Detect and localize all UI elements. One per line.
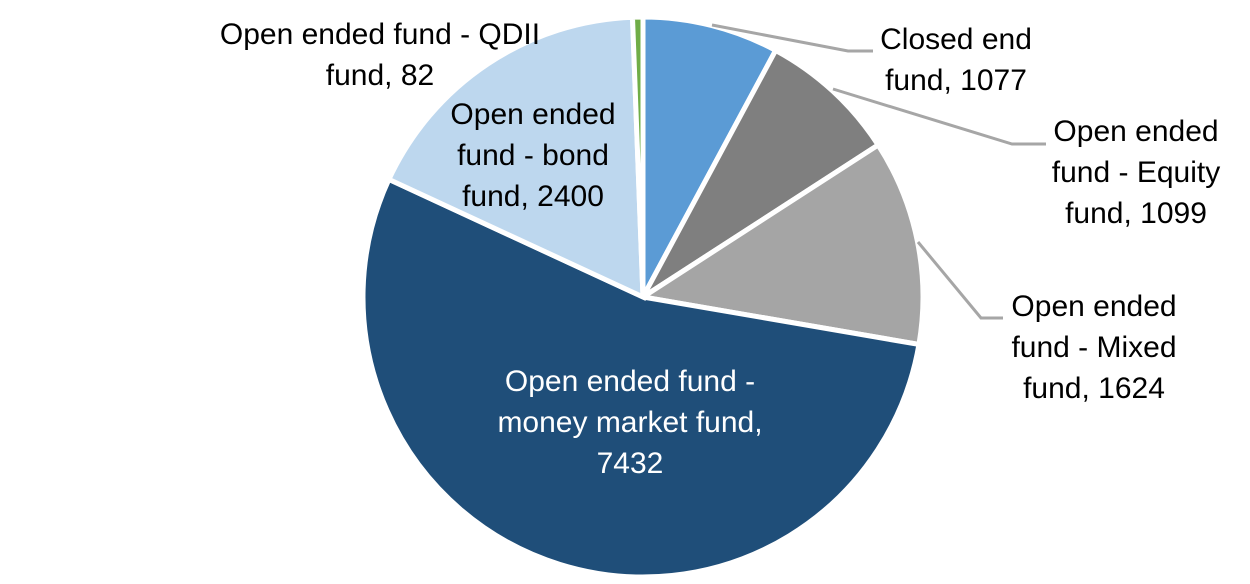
pie-label-line: Open ended <box>450 98 616 131</box>
pie-slice-open-ended-fund-equity <box>640 47 882 300</box>
pie-slice-closed-end-fund <box>640 14 780 299</box>
pie-label-line: fund, 1077 <box>885 64 1027 97</box>
pie-label-line: 7432 <box>596 447 664 480</box>
pie-label-open-ended-fund-mixed: Open ended fund - Mixed fund, 1624 <box>914 286 1250 409</box>
pie-slices-group <box>360 14 926 580</box>
pie-slice-open-ended-fund-qdii <box>629 14 646 298</box>
pie-label-line: fund - Mixed <box>1011 331 1177 364</box>
pie-label-line: fund, 2400 <box>462 180 604 213</box>
pie-slice-open-ended-fund-bond <box>385 14 646 301</box>
pie-label-line: Open ended <box>1053 115 1219 148</box>
pie-slice-open-ended-fund-mixed <box>636 141 926 348</box>
leader-line-open-ended-fund-equity <box>832 87 1046 146</box>
pie-label-line: fund - Equity <box>1051 156 1221 189</box>
pie-label-closed-end-fund: Closed end fund, 1077 <box>776 19 1136 101</box>
pie-label-open-ended-fund-money-market: Open ended fund - money market fund, 7432 <box>450 361 810 484</box>
pie-label-line: fund - bond <box>457 139 609 172</box>
pie-label-open-ended-fund-equity: Open ended fund - Equity fund, 1099 <box>956 111 1250 234</box>
pie-label-line: Closed end <box>880 23 1032 56</box>
pie-label-open-ended-fund-qdii: Open ended fund - QDII fund, 82 <box>200 14 560 96</box>
pie-label-line: fund, 1099 <box>1065 197 1207 230</box>
leader-lines-group <box>711 23 1046 320</box>
pie-label-line: fund, 82 <box>325 59 435 92</box>
pie-label-line: money market fund, <box>497 406 763 439</box>
pie-label-open-ended-fund-bond: Open ended fund - bond fund, 2400 <box>353 94 713 217</box>
pie-label-line: fund, 1624 <box>1023 372 1165 405</box>
pie-slice-open-ended-fund-money-market <box>360 176 922 580</box>
pie-label-line: Open ended fund - <box>504 365 756 398</box>
leader-line-open-ended-fund-mixed <box>916 241 1003 320</box>
pie-label-line: Open ended fund - QDII <box>219 18 541 51</box>
pie-label-line: Open ended <box>1011 290 1177 323</box>
leader-line-closed-end-fund <box>711 23 873 53</box>
